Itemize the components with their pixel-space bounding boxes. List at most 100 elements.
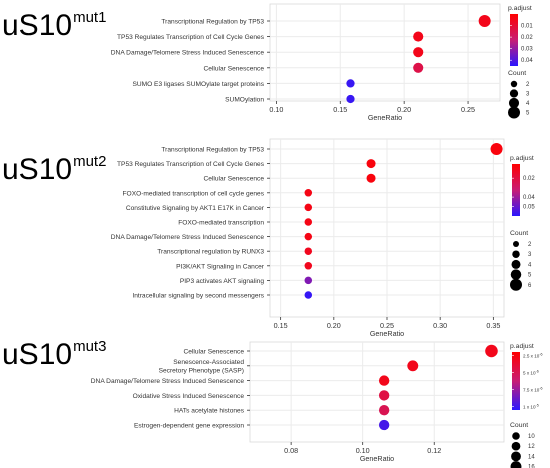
size-legend-label: 10 — [528, 434, 535, 440]
data-point — [304, 232, 313, 241]
term-label: Transcriptional regulation by RUNX3 — [157, 249, 264, 256]
color-legend-tick-label: 0.02 — [521, 35, 533, 41]
size-legend-title: Count — [510, 422, 528, 429]
color-legend-tick-label: 5 x 10-6 — [523, 369, 539, 375]
x-tick-label: 0.10 — [356, 446, 370, 455]
term-label: Transcriptional Regulation by TP53 — [161, 147, 264, 154]
data-point — [407, 360, 419, 372]
tick-label-exponent: -5 — [536, 404, 539, 408]
size-legend-dot — [512, 250, 520, 258]
size-legend-label: 4 — [528, 262, 532, 268]
size-legend-dot — [508, 97, 520, 109]
term-label: SUMO E3 ligases SUMOylate target protein… — [132, 81, 264, 88]
data-point — [378, 390, 390, 401]
plot-area — [249, 341, 505, 443]
dot-plot-panel-1: 0.10 0.15 0.20 0.25 GeneRatio Transcriptional… — [111, 3, 533, 122]
x-tick-label: 0.08 — [284, 446, 298, 455]
data-point — [304, 262, 313, 270]
data-point — [304, 203, 313, 212]
data-point — [485, 344, 498, 358]
data-point — [478, 15, 491, 27]
term-label: Intracellular signaling by second messen… — [132, 293, 264, 300]
x-axis-title: GeneRatio — [360, 454, 394, 463]
size-legend-label: 5 — [526, 111, 530, 117]
term-label: DNA Damage/Telomere Stress Induced Senes… — [111, 234, 265, 241]
panel-label-mut1: uS10mut1 — [2, 10, 106, 41]
size-legend-label: 3 — [526, 92, 530, 98]
term-label: TP53 Regulates Transcription of Cell Cyc… — [117, 34, 265, 41]
data-point — [378, 419, 390, 431]
color-legend-tick-label: 0.04 — [523, 195, 535, 201]
term-label: PIP3 activates AKT signaling — [180, 278, 265, 285]
x-tick-label: 0.25 — [461, 105, 475, 114]
size-legend-dot — [511, 259, 521, 269]
color-legend-title: p.adjust — [510, 155, 534, 162]
color-legend-tick-label: 0.04 — [521, 58, 533, 64]
dot-plot-panel-3: 0.08 0.10 0.12 GeneRatio Cellular Senescence… — [91, 341, 543, 468]
x-tick-label: 0.25 — [380, 321, 394, 330]
panel-label-superscript: mut1 — [73, 9, 107, 26]
color-legend-tick-label: 7.5 x 10-6 — [523, 387, 543, 393]
x-tick-label: 0.35 — [486, 321, 500, 330]
data-point — [413, 31, 424, 42]
panel-label-main: uS10 — [2, 9, 73, 42]
x-tick-label: 0.15 — [333, 105, 347, 114]
size-legend-dot — [512, 432, 520, 440]
color-legend-tick-label: 0.05 — [523, 205, 535, 211]
data-point — [378, 405, 390, 416]
tick-label-exponent: -6 — [539, 387, 542, 391]
term-label: Cellular Senescence — [204, 65, 265, 72]
size-legend-label: 5 — [528, 273, 532, 279]
x-tick-label: 0.30 — [433, 321, 447, 330]
size-legend-label: 12 — [528, 444, 535, 450]
tick-label-exponent: -6 — [536, 369, 539, 373]
color-legend-bar — [510, 14, 518, 66]
panel-label-main: uS10 — [2, 338, 73, 371]
size-legend-dot — [510, 461, 522, 468]
x-axis-title: GeneRatio — [370, 329, 404, 338]
size-legend-label: 2 — [528, 242, 532, 248]
color-legend-title: p.adjust — [508, 5, 532, 12]
color-legend-bar — [512, 352, 520, 410]
data-point — [378, 375, 390, 386]
size-legend-dot — [510, 80, 518, 88]
size-legend-label: 14 — [528, 454, 535, 460]
term-label: SUMOylation — [225, 97, 264, 104]
x-tick-label: 0.15 — [274, 321, 288, 330]
size-legend-label: 3 — [528, 252, 532, 258]
panel-label-main: uS10 — [2, 153, 73, 186]
panel-label-mut2: uS10mut2 — [2, 154, 106, 185]
panel-label-mut3: uS10mut3 — [2, 339, 106, 370]
size-legend-title: Count — [508, 70, 526, 77]
color-legend-tick-label: 0.03 — [521, 47, 533, 53]
term-label: Senescence-Associated — [173, 359, 244, 366]
dot-plot-panel-2: 0.15 0.20 0.25 0.30 0.35 GeneRatio Transcripti… — [111, 138, 535, 338]
term-label: Constitutive Signaling by AKT1 E17K in C… — [126, 205, 265, 212]
color-legend-bar — [512, 164, 520, 216]
term-label: DNA Damage/Telomere Stress Induced Senes… — [111, 50, 265, 57]
size-legend-dot — [511, 441, 521, 451]
size-legend-dot — [513, 241, 519, 247]
size-legend-label: 6 — [528, 283, 532, 289]
x-tick-label: 0.10 — [269, 105, 283, 114]
data-point — [346, 79, 355, 88]
panel-label-superscript: mut3 — [73, 338, 107, 355]
term-label: Cellular Senescence — [184, 349, 245, 356]
x-axis-title: GeneRatio — [368, 113, 402, 122]
term-label: TP53 Regulates Transcription of Cell Cyc… — [117, 161, 265, 168]
color-legend-tick-label: 2.5 x 10-6 — [523, 352, 543, 358]
panel-label-superscript: mut2 — [73, 153, 107, 170]
color-legend-tick-label: 0.01 — [521, 24, 533, 30]
x-tick-label: 0.20 — [397, 105, 411, 114]
color-legend-tick-label: 0.02 — [523, 176, 535, 182]
color-legend-title: p.adjust — [510, 343, 534, 350]
data-point — [304, 247, 313, 255]
term-label: FOXO-mediated transcription of cell cycl… — [123, 190, 265, 197]
data-point — [304, 218, 313, 226]
data-point — [413, 62, 424, 73]
size-legend-title: Count — [510, 230, 528, 237]
tick-label-exponent: -6 — [539, 352, 542, 356]
size-legend-dot — [508, 106, 520, 119]
